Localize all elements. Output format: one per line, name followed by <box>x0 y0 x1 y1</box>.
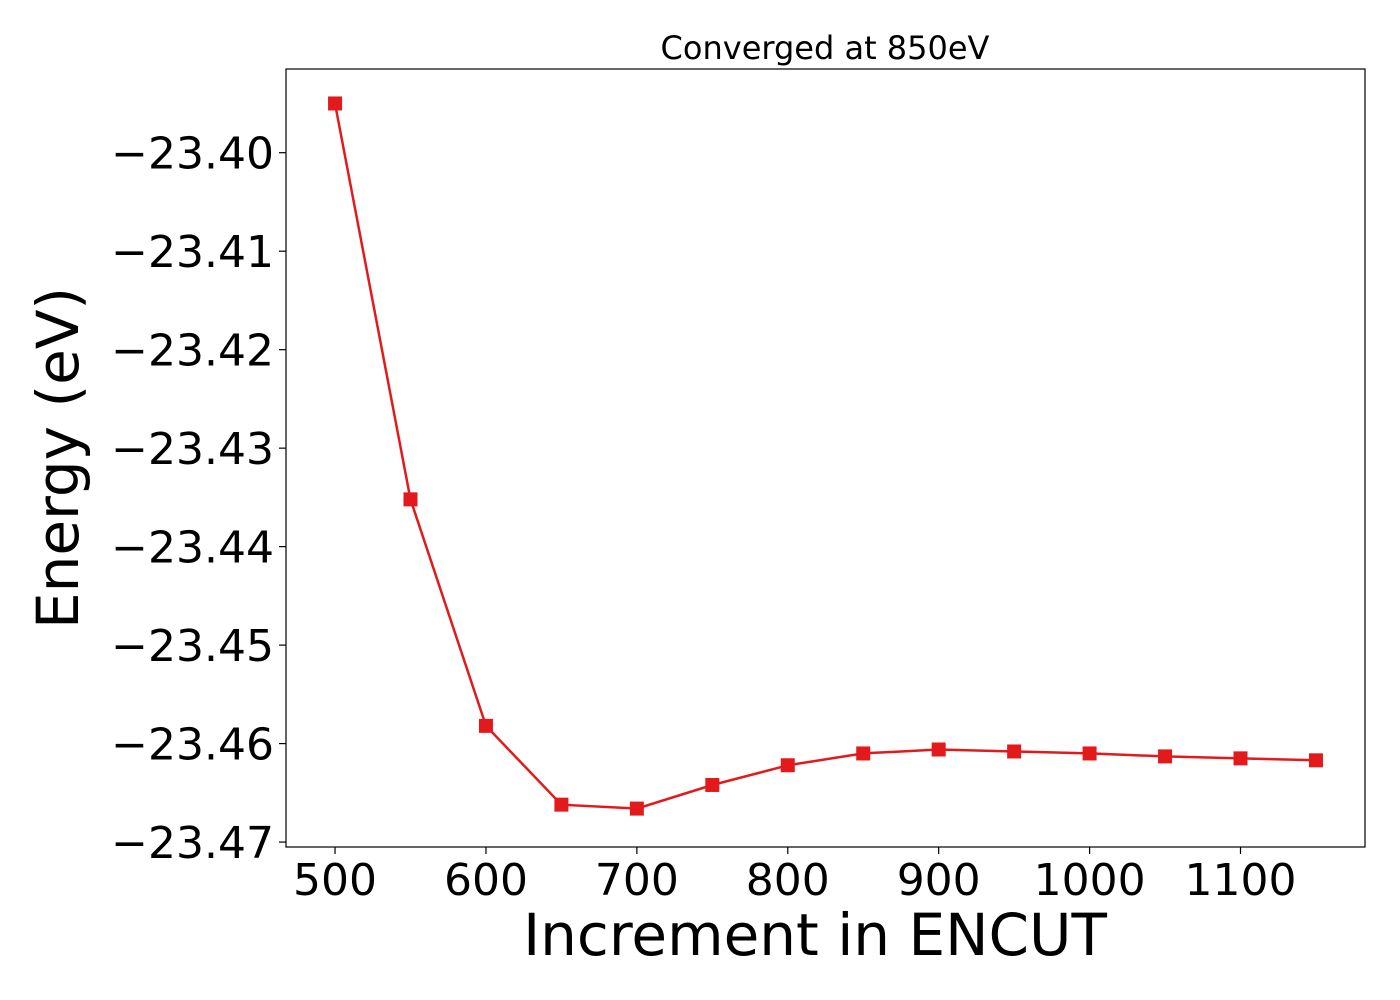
data-point-marker <box>1308 753 1323 768</box>
data-point-marker <box>403 492 418 507</box>
x-tick-label: 900 <box>897 855 981 906</box>
data-point-marker <box>328 96 343 111</box>
series-markers <box>328 96 1323 816</box>
x-axis-label: Increment in ENCUT <box>523 901 1107 969</box>
y-axis-ticks: −23.40 −23.41 −23.42 −23.43 −23.44 −23.45 −23.… <box>111 129 286 869</box>
y-axis-label: Energy (eV) <box>24 287 92 629</box>
x-tick-label: 1100 <box>1185 855 1297 906</box>
y-tick-label: −23.41 <box>111 227 274 278</box>
data-point-marker <box>1233 751 1248 766</box>
data-point-marker <box>856 746 871 761</box>
x-tick-label: 600 <box>444 855 528 906</box>
y-tick-label: −23.43 <box>111 424 274 475</box>
data-point-marker <box>931 742 946 757</box>
x-axis-ticks: 500 600 700 800 900 1000 1100 <box>293 847 1296 906</box>
data-point-marker <box>1158 749 1173 764</box>
plot-area <box>328 96 1323 816</box>
y-tick-label: −23.46 <box>111 720 274 771</box>
chart-title: Converged at 850eV <box>661 29 990 67</box>
x-tick-label: 1000 <box>1034 855 1146 906</box>
x-tick-label: 800 <box>746 855 830 906</box>
y-tick-label: −23.44 <box>111 523 274 574</box>
plot-frame <box>285 68 1366 848</box>
data-point-marker <box>629 801 644 816</box>
y-tick-label: −23.47 <box>111 818 274 869</box>
data-point-marker <box>1007 744 1022 759</box>
y-tick-label: −23.45 <box>111 621 274 672</box>
data-point-marker <box>1082 746 1097 761</box>
y-tick-label: −23.40 <box>111 129 274 180</box>
x-tick-label: 500 <box>293 855 377 906</box>
data-point-marker <box>780 758 795 773</box>
x-tick-label: 700 <box>595 855 679 906</box>
series-line <box>333 103 1317 810</box>
data-point-marker <box>478 718 493 733</box>
y-tick-label: −23.42 <box>111 326 274 377</box>
data-point-marker <box>705 777 720 792</box>
data-point-marker <box>554 797 569 812</box>
